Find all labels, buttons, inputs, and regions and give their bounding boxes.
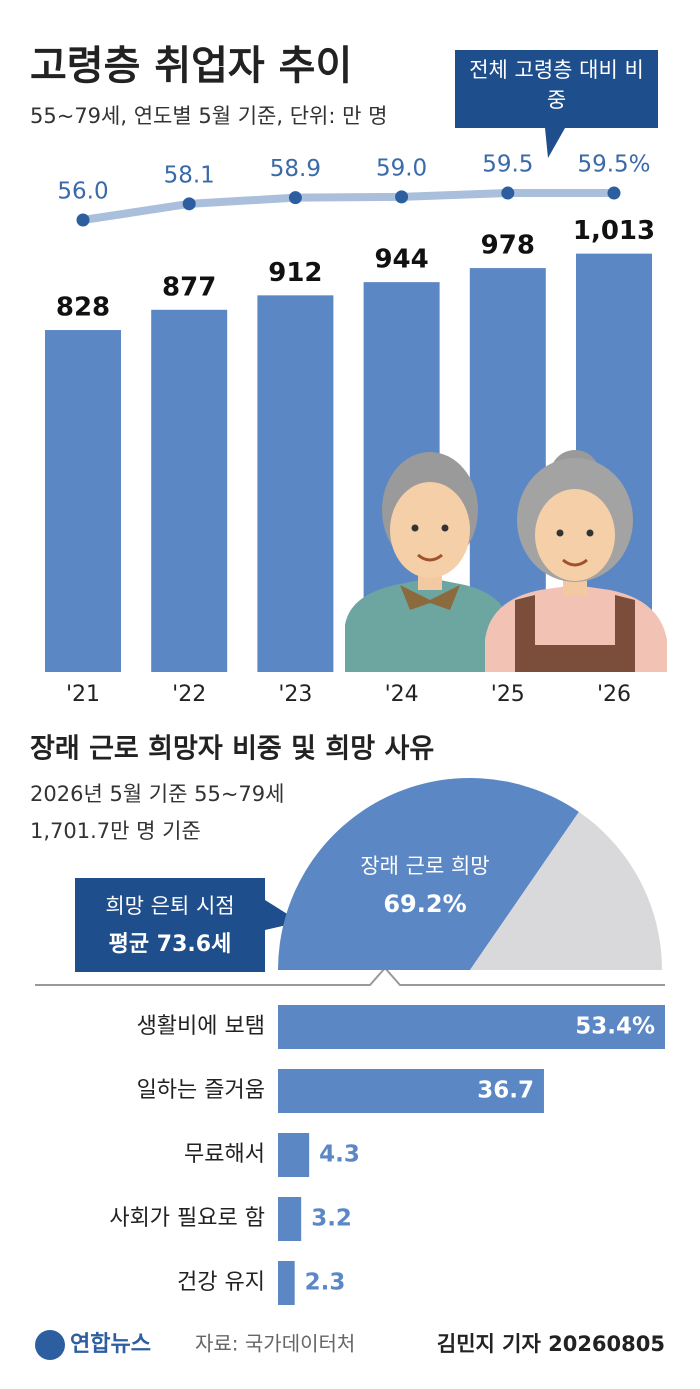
legend-callout: 전체 고령층 대비 비중 (455, 50, 658, 158)
bar-value-label: 4.3 (319, 1142, 360, 1168)
slice-label: 장래 근로 희망 (360, 854, 489, 878)
y-tick-label: 생활비에 보탬 (137, 1014, 265, 1039)
credit: 김민지 기자 20260805 (437, 1332, 665, 1356)
body (345, 578, 510, 672)
line-point (76, 213, 90, 227)
line-point (182, 197, 196, 211)
source: 자료: 국가데이터처 (195, 1332, 355, 1356)
footer: 연합뉴스 자료: 국가데이터처 김민지 기자 20260805 (35, 1330, 665, 1360)
x-tick-label: '21 (66, 682, 100, 707)
line-value-label: 59.5 (482, 152, 533, 178)
bar-value-label: 978 (481, 231, 535, 261)
logo-icon (35, 1330, 65, 1360)
eye (411, 524, 419, 532)
callout-box (455, 50, 658, 158)
bar-value-label: 2.3 (305, 1270, 346, 1296)
mouth (562, 558, 588, 567)
line-value-label: 59.5% (577, 152, 650, 178)
bar-value-label: 53.4% (575, 1014, 655, 1040)
y-tick-label: 건강 유지 (177, 1270, 265, 1295)
line-point (607, 186, 621, 200)
callout-text-wrap: 전체 고령층 대비 비중 (469, 58, 644, 112)
bar-value-label: 912 (268, 258, 322, 288)
annotation: 평균 73.6세 (109, 932, 232, 957)
line-value-label: 56.0 (57, 179, 108, 205)
line-value-label: 58.1 (164, 162, 215, 188)
line-point (395, 190, 409, 204)
line-value-label: 59.0 (376, 155, 427, 181)
eye (556, 529, 564, 537)
x-tick-label: '24 (385, 682, 419, 707)
chart-note: 1,701.7만 명 기준 (30, 819, 201, 843)
slice-value-label: 69.2% (383, 890, 466, 918)
line (79, 189, 618, 224)
bar (278, 1197, 302, 1241)
bar-value-label: 3.2 (311, 1206, 352, 1232)
y-tick-label: 무료해서 (184, 1142, 265, 1167)
bar-value-label: 36.7 (477, 1078, 534, 1104)
bar-value-label: 877 (162, 272, 216, 302)
chart-subtitle: 2026년 5월 기준 55~79세 (30, 782, 284, 806)
x-tick-label: '25 (491, 682, 525, 707)
annotation-box (75, 878, 300, 972)
x-tick-label: '26 (597, 682, 631, 707)
face (535, 489, 615, 581)
pie-slice (278, 777, 579, 970)
mouth (417, 553, 443, 562)
legend-label: 전체 고령층 대비 비중 (469, 58, 644, 112)
line-point (501, 186, 515, 200)
face (390, 482, 470, 578)
apron (515, 595, 635, 672)
line-point (288, 191, 302, 205)
pie-slice (470, 811, 662, 970)
illustration (345, 450, 667, 672)
bar-value-label: 828 (56, 293, 110, 323)
collar (400, 585, 460, 610)
bar-value-label: 944 (374, 245, 428, 275)
bar (45, 330, 121, 672)
line-value-label: 58.9 (270, 156, 321, 182)
bar (151, 309, 228, 672)
y-tick-label: 사회가 필요로 함 (109, 1206, 265, 1231)
bar (278, 1069, 544, 1113)
x-tick-label: '22 (172, 682, 206, 707)
x-tick-label: '23 (278, 682, 312, 707)
bar (257, 295, 334, 672)
chart-subtitle: 55~79세, 연도별 5월 기준, 단위: 만 명 (30, 104, 387, 128)
chart-title: 고령층 취업자 추이 (30, 43, 352, 89)
annotation: 희망 은퇴 시점 (105, 894, 234, 918)
eye (441, 524, 449, 532)
annotation-callout: 희망 은퇴 시점 평균 73.6세 (75, 878, 300, 972)
eye (586, 529, 594, 537)
y-tick-label: 일하는 즐거움 (137, 1078, 265, 1103)
bar (278, 1005, 665, 1049)
bar-value-label: 1,013 (573, 216, 655, 246)
logo: 연합뉴스 (70, 1331, 151, 1357)
chart-title: 장래 근로 희망자 비중 및 희망 사유 (30, 734, 434, 765)
bar (278, 1261, 295, 1305)
bar (278, 1133, 310, 1177)
